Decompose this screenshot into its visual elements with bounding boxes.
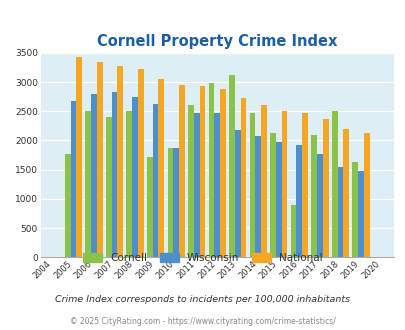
Bar [179, 85, 184, 257]
Bar [106, 117, 111, 257]
Bar [357, 171, 363, 257]
Bar [275, 142, 281, 257]
Bar [363, 133, 369, 257]
Bar [316, 154, 322, 257]
Bar [91, 94, 97, 257]
Title: Cornell Property Crime Index: Cornell Property Crime Index [97, 34, 337, 49]
Bar [214, 113, 220, 257]
Bar [85, 111, 91, 257]
Bar [167, 148, 173, 257]
Bar [138, 69, 143, 257]
Bar [337, 167, 343, 257]
Bar [65, 154, 70, 257]
Bar [158, 79, 164, 257]
Bar [97, 62, 102, 257]
Bar [193, 113, 199, 257]
Bar [111, 92, 117, 257]
Bar [296, 145, 301, 257]
Bar [199, 86, 205, 257]
Bar [70, 101, 76, 257]
Bar [301, 113, 307, 257]
Bar [255, 136, 260, 257]
Bar [220, 89, 225, 257]
Bar [249, 113, 255, 257]
Bar [290, 205, 296, 257]
Bar [208, 83, 214, 257]
Bar [240, 98, 246, 257]
Bar [234, 130, 240, 257]
Bar [173, 148, 179, 257]
Bar [117, 66, 123, 257]
Legend: Cornell, Wisconsin, National: Cornell, Wisconsin, National [79, 248, 326, 267]
Bar [132, 97, 138, 257]
Bar [352, 162, 357, 257]
Bar [228, 75, 234, 257]
Bar [322, 118, 328, 257]
Text: © 2025 CityRating.com - https://www.cityrating.com/crime-statistics/: © 2025 CityRating.com - https://www.city… [70, 317, 335, 326]
Bar [281, 111, 287, 257]
Bar [188, 105, 193, 257]
Bar [343, 129, 348, 257]
Bar [126, 111, 132, 257]
Text: Crime Index corresponds to incidents per 100,000 inhabitants: Crime Index corresponds to incidents per… [55, 295, 350, 304]
Bar [331, 111, 337, 257]
Bar [260, 105, 266, 257]
Bar [76, 57, 82, 257]
Bar [311, 135, 316, 257]
Bar [152, 104, 158, 257]
Bar [147, 156, 152, 257]
Bar [269, 133, 275, 257]
